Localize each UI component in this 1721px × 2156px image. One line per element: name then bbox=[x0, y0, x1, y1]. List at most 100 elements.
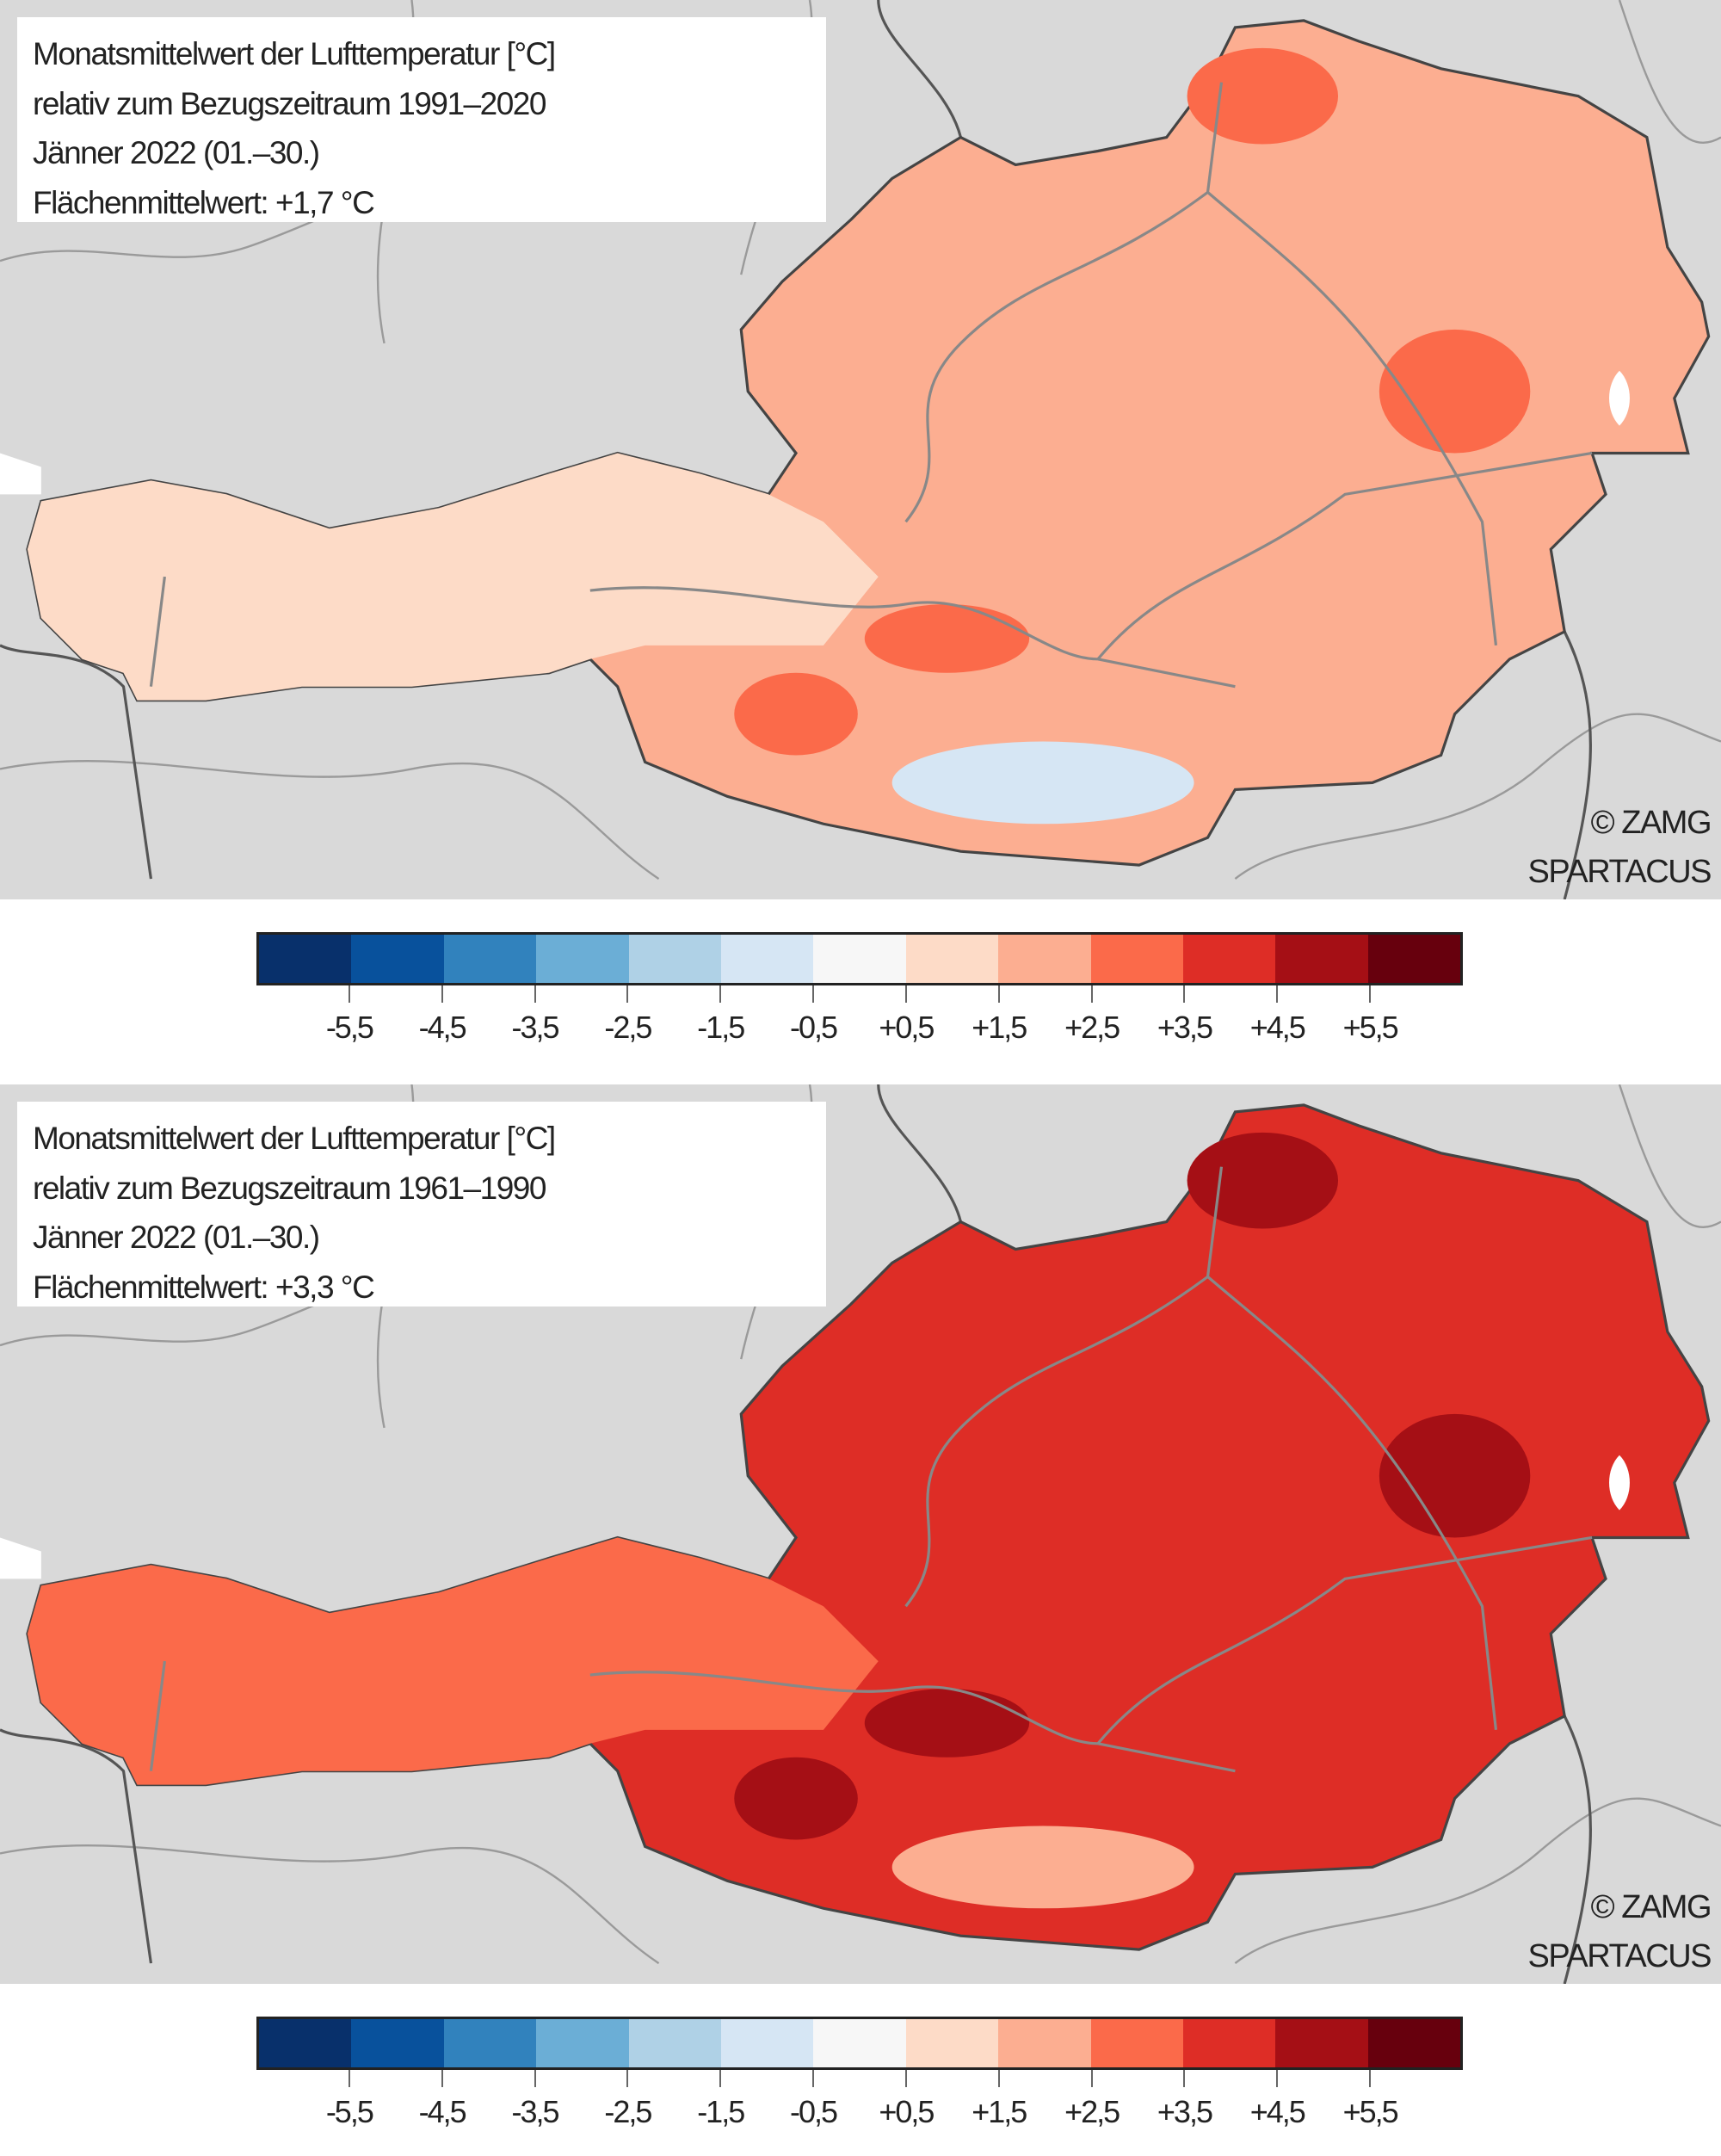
legend-tick bbox=[534, 985, 536, 1003]
credit-zamg: © ZAMG bbox=[1590, 1889, 1712, 1925]
legend-swatch bbox=[813, 935, 906, 983]
legend-tick bbox=[534, 2070, 536, 2087]
legend-tick-label: -1,5 bbox=[697, 2094, 745, 2129]
legend-tick-label: -4,5 bbox=[418, 1010, 467, 1045]
reference-period: relativ zum Bezugszeitraum 1961–1990 bbox=[33, 1170, 546, 1206]
hot-area bbox=[1379, 1413, 1531, 1538]
legend-swatch bbox=[998, 2019, 1091, 2067]
temperature-anomaly-map: Monatsmittelwert der Lufttemperatur [°C]… bbox=[0, 0, 1721, 899]
lake-neusiedl bbox=[1609, 1455, 1630, 1510]
legend-tick-label: -0,5 bbox=[790, 2094, 838, 2129]
legend-tick-label: +1,5 bbox=[972, 1010, 1027, 1045]
time-period: Jänner 2022 (01.–30.) bbox=[33, 135, 320, 170]
legend-swatch bbox=[1275, 2019, 1368, 2067]
legend-swatch bbox=[628, 935, 721, 983]
credit-zamg: © ZAMG bbox=[1590, 805, 1712, 841]
legend-tick bbox=[1369, 2070, 1372, 2087]
legend-tick-label: -3,5 bbox=[511, 2094, 560, 2129]
legend-tick-label: -4,5 bbox=[418, 2094, 467, 2129]
legend-tick-label: +5,5 bbox=[1342, 2094, 1399, 2129]
legend-tick-label: -2,5 bbox=[604, 1010, 652, 1045]
map-info-box: Monatsmittelwert der Lufttemperatur [°C]… bbox=[17, 1102, 826, 1307]
reference-period: relativ zum Bezugszeitraum 1991–2020 bbox=[33, 85, 546, 121]
legend-tick-label: +3,5 bbox=[1157, 2094, 1213, 2129]
legend-swatch bbox=[1182, 935, 1276, 983]
legend-ticks: -5,5 -4,5 -3,5 -2,5 -1,5 -0,5 +0,5 +1,5 +2,5 +3,5… bbox=[256, 985, 1463, 1072]
area-mean-value: Flächenmittelwert: +1,7 °C bbox=[33, 184, 375, 220]
hot-area bbox=[1187, 1132, 1339, 1229]
temperature-anomaly-map: Monatsmittelwert der Lufttemperatur [°C]… bbox=[0, 1084, 1721, 1984]
legend-swatch bbox=[443, 935, 537, 983]
legend-swatch bbox=[720, 2019, 814, 2067]
legend-swatch bbox=[1182, 2019, 1276, 2067]
legend-tick bbox=[626, 985, 629, 1003]
legend-swatch bbox=[259, 2019, 352, 2067]
legend-swatch bbox=[536, 2019, 629, 2067]
color-legend bbox=[256, 2017, 1463, 2070]
legend-tick-label: -1,5 bbox=[697, 1010, 745, 1045]
legend-tick bbox=[1183, 985, 1186, 1003]
cool-area bbox=[891, 1825, 1194, 1909]
western-region bbox=[27, 1537, 879, 1785]
map-info-box: Monatsmittelwert der Lufttemperatur [°C]… bbox=[17, 17, 826, 222]
legend-tick-label: +2,5 bbox=[1064, 2094, 1120, 2129]
legend-tick bbox=[348, 985, 350, 1003]
legend-tick-label: -5,5 bbox=[325, 1010, 374, 1045]
legend-tick bbox=[904, 2070, 907, 2087]
legend-tick-label: -3,5 bbox=[511, 1010, 560, 1045]
legend-swatch bbox=[998, 935, 1091, 983]
legend-tick bbox=[348, 2070, 350, 2087]
legend-tick-label: +4,5 bbox=[1249, 1010, 1306, 1045]
legend-tick bbox=[1090, 2070, 1093, 2087]
legend-tick bbox=[1090, 985, 1093, 1003]
legend-tick-label: +4,5 bbox=[1249, 2094, 1306, 2129]
legend-ticks: -5,5 -4,5 -3,5 -2,5 -1,5 -0,5 +0,5 +1,5 +2,5 +3,5… bbox=[256, 2070, 1463, 2156]
area-mean-value: Flächenmittelwert: +3,3 °C bbox=[33, 1269, 375, 1305]
legend-swatch bbox=[720, 935, 814, 983]
state-borders bbox=[149, 82, 1593, 689]
legend-tick bbox=[1276, 2070, 1279, 2087]
legend-tick-label: +2,5 bbox=[1064, 1010, 1120, 1045]
legend-tick bbox=[441, 2070, 443, 2087]
lake-neusiedl bbox=[1609, 370, 1630, 426]
legend-tick bbox=[812, 2070, 815, 2087]
legend-tick bbox=[1369, 985, 1372, 1003]
hot-area bbox=[734, 1757, 858, 1840]
legend-tick-label: -5,5 bbox=[325, 2094, 374, 2129]
legend-swatch bbox=[536, 935, 629, 983]
legend-tick-label: +5,5 bbox=[1342, 1010, 1399, 1045]
legend-tick bbox=[1276, 985, 1279, 1003]
legend-swatch bbox=[905, 935, 999, 983]
hot-area bbox=[734, 672, 858, 756]
legend-swatch bbox=[628, 2019, 721, 2067]
legend-swatch bbox=[1090, 2019, 1183, 2067]
legend-swatch bbox=[813, 2019, 906, 2067]
legend-tick-label: +1,5 bbox=[972, 2094, 1027, 2129]
lake-constance bbox=[0, 453, 41, 495]
legend-swatch bbox=[259, 935, 352, 983]
lake-constance bbox=[0, 1537, 41, 1579]
map-title: Monatsmittelwert der Lufttemperatur [°C] bbox=[33, 36, 556, 71]
legend-swatch bbox=[1275, 935, 1368, 983]
map-title: Monatsmittelwert der Lufttemperatur [°C] bbox=[33, 1121, 556, 1156]
austria-map bbox=[0, 0, 1721, 899]
legend-swatch bbox=[1090, 935, 1183, 983]
legend-tick bbox=[904, 985, 907, 1003]
legend-tick bbox=[719, 985, 722, 1003]
legend-tick-label: +0,5 bbox=[879, 1010, 935, 1045]
hot-area bbox=[864, 1688, 1030, 1758]
country-borders bbox=[0, 1084, 1592, 1984]
legend-tick-label: -0,5 bbox=[790, 1010, 838, 1045]
legend-tick bbox=[626, 2070, 629, 2087]
western-region bbox=[27, 453, 879, 701]
hot-area bbox=[864, 603, 1030, 673]
legend-tick-label: +3,5 bbox=[1157, 1010, 1213, 1045]
hot-area bbox=[1187, 47, 1339, 145]
state-borders bbox=[149, 1166, 1593, 1773]
legend-tick bbox=[812, 985, 815, 1003]
cool-area bbox=[891, 741, 1194, 825]
legend-swatch bbox=[1367, 935, 1461, 983]
legend-swatch bbox=[905, 2019, 999, 2067]
legend-tick bbox=[997, 2070, 1000, 2087]
legend-swatch bbox=[351, 2019, 444, 2067]
